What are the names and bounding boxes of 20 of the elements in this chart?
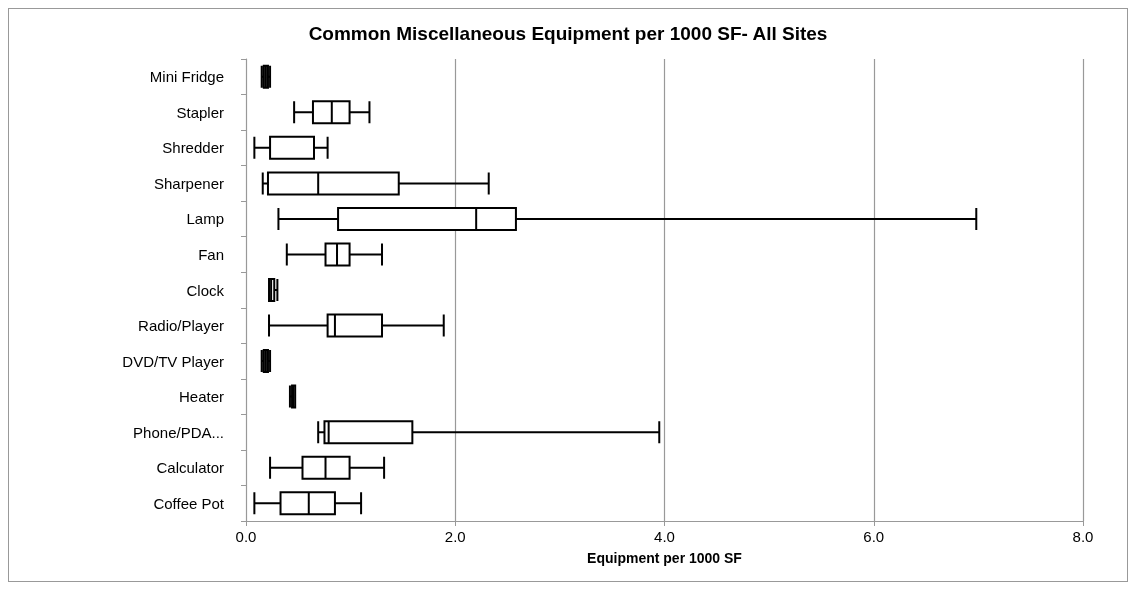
y-tick-label: Coffee Pot: [153, 494, 225, 512]
x-tick-label: 4.0: [654, 528, 675, 545]
y-tick-label: Heater: [178, 388, 224, 406]
y-tick-label: Phone/PDA...: [133, 423, 224, 441]
y-tick-label: DVD/TV Player: [122, 352, 224, 370]
y-tick-label: Radio/Player: [138, 317, 224, 335]
y-tick-label: Shredder: [162, 139, 224, 157]
y-tick-label: Clock: [186, 281, 225, 299]
chart-title: Common Miscellaneous Equipment per 1000 SF- All Sites: [308, 23, 828, 44]
y-tick-label: Lamp: [186, 210, 224, 228]
y-tick-label: Mini Fridge: [149, 68, 224, 86]
y-tick-label: Fan: [198, 245, 224, 263]
x-tick-label: 2.0: [444, 528, 466, 545]
x-tick-label: 0.0: [235, 528, 257, 545]
y-tick-label: Calculator: [156, 459, 224, 477]
y-tick-label: Sharpener: [153, 174, 224, 192]
x-axis-title: Equipment per 1000 SF: [587, 550, 743, 566]
x-tick-label: 6.0: [863, 528, 885, 545]
y-tick-label: Stapler: [176, 103, 224, 121]
x-tick-label: 8.0: [1072, 528, 1094, 545]
